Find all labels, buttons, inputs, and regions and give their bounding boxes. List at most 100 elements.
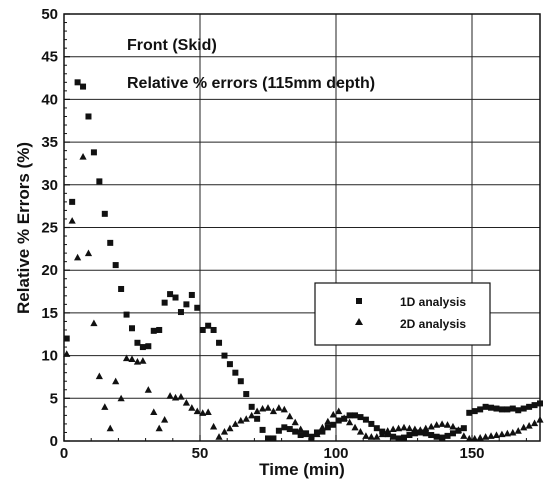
point-2d-triangle: [416, 426, 424, 433]
point-2d-triangle: [471, 434, 479, 442]
point-1d-square: [90, 149, 97, 156]
point-1d-square: [183, 301, 190, 308]
point-2d-triangle: [389, 425, 397, 433]
point-1d-square: [433, 433, 440, 440]
point-2d-triangle: [405, 424, 414, 432]
point-1d-square: [177, 309, 184, 316]
point-2d-triangle: [199, 409, 207, 416]
point-1d-square: [362, 416, 369, 423]
legend-marker-1d-square-icon: [356, 298, 362, 304]
point-2d-triangle: [373, 433, 381, 440]
point-2d-triangle: [427, 422, 435, 430]
point-2d-triangle: [139, 357, 147, 364]
point-1d-square: [96, 178, 103, 185]
point-2d-triangle: [182, 398, 190, 406]
point-2d-triangle: [215, 433, 223, 440]
data-points: [63, 79, 544, 442]
point-1d-square: [395, 435, 402, 442]
point-2d-triangle: [498, 430, 506, 438]
grid-lines: [64, 14, 540, 441]
point-1d-square: [85, 113, 92, 120]
point-2d-triangle: [346, 418, 354, 426]
annotation-relative-errors: Relative % errors (115mm depth): [127, 75, 375, 92]
point-1d-square: [390, 433, 397, 440]
point-2d-triangle: [74, 253, 82, 261]
point-2d-triangle: [492, 431, 501, 439]
point-2d-triangle: [106, 424, 114, 432]
point-1d-square: [444, 432, 451, 439]
point-1d-square: [493, 405, 500, 412]
point-2d-triangle: [193, 407, 201, 415]
point-1d-square: [112, 262, 119, 269]
legend-marker-2d-triangle-icon: [355, 318, 363, 325]
point-1d-square: [205, 322, 212, 329]
point-2d-triangle: [231, 420, 239, 427]
point-1d-square: [406, 432, 413, 439]
point-1d-square: [150, 327, 157, 334]
point-1d-square: [498, 406, 505, 413]
legend-label-2d: 2D analysis: [400, 317, 466, 331]
point-2d-triangle: [258, 404, 267, 412]
point-2d-triangle: [155, 424, 163, 432]
point-2d-triangle: [128, 355, 136, 363]
point-1d-square: [286, 426, 293, 433]
point-2d-triangle: [356, 428, 365, 435]
point-2d-triangle: [210, 422, 218, 430]
point-1d-square: [520, 405, 527, 412]
point-1d-square: [509, 405, 516, 412]
point-1d-square: [346, 412, 353, 419]
point-2d-triangle: [122, 354, 131, 362]
point-1d-square: [335, 417, 342, 424]
point-2d-triangle: [188, 404, 196, 411]
point-1d-square: [330, 421, 337, 428]
point-2d-triangle: [297, 425, 305, 433]
point-1d-square: [471, 408, 478, 415]
point-1d-square: [118, 285, 125, 292]
x-tick-label: 50: [192, 445, 209, 462]
point-2d-triangle: [335, 407, 343, 415]
x-tick-label: 150: [459, 445, 484, 462]
point-2d-triangle: [536, 416, 544, 423]
point-2d-triangle: [269, 407, 278, 415]
point-1d-square: [107, 239, 114, 246]
y-tick-label: 25: [41, 220, 58, 237]
point-1d-square: [357, 414, 364, 421]
y-tick-label: 45: [41, 49, 58, 66]
point-1d-square: [172, 294, 179, 301]
point-2d-triangle: [101, 403, 109, 410]
x-tick-label: 0: [60, 445, 68, 462]
point-1d-square: [74, 79, 81, 86]
point-1d-square: [226, 361, 233, 368]
y-tick-label: 0: [50, 433, 58, 450]
point-2d-triangle: [400, 423, 408, 431]
point-1d-square: [292, 428, 299, 435]
point-2d-triangle: [411, 425, 419, 433]
point-2d-triangle: [226, 424, 234, 432]
point-2d-triangle: [307, 434, 316, 442]
point-2d-triangle: [275, 404, 283, 411]
point-1d-square: [254, 415, 261, 422]
y-tick-label: 40: [41, 91, 58, 108]
point-1d-square: [248, 403, 255, 410]
point-2d-triangle: [84, 249, 93, 257]
point-1d-square: [101, 210, 108, 217]
point-2d-triangle: [487, 432, 495, 439]
point-2d-triangle: [253, 407, 261, 415]
point-1d-square: [221, 352, 228, 359]
point-1d-square: [428, 432, 435, 439]
point-2d-triangle: [144, 386, 152, 393]
point-2d-triangle: [362, 432, 370, 439]
point-1d-square: [439, 434, 446, 441]
point-2d-triangle: [177, 392, 185, 400]
point-2d-triangle: [166, 392, 174, 399]
point-1d-square: [270, 435, 277, 442]
point-1d-square: [188, 291, 195, 298]
point-1d-square: [145, 343, 152, 350]
point-2d-triangle: [90, 319, 98, 327]
y-axis-title: Relative % Errors (%): [14, 142, 33, 314]
point-2d-triangle: [204, 408, 212, 415]
point-2d-triangle: [112, 377, 120, 385]
point-1d-square: [134, 339, 141, 346]
point-1d-square: [161, 299, 168, 306]
